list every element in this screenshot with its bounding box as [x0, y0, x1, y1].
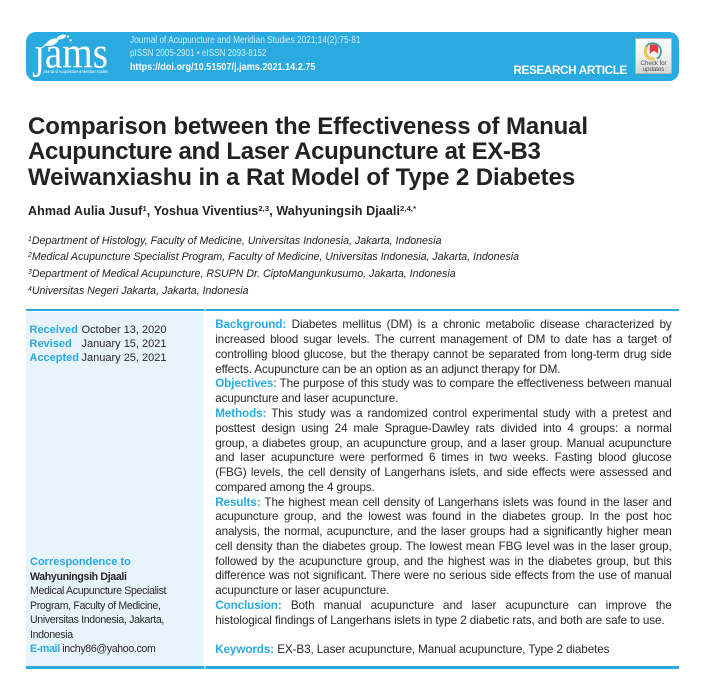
svg-text:Journal of Acupuncture & Merid: Journal of Acupuncture & Meridian Studie… — [43, 69, 109, 74]
